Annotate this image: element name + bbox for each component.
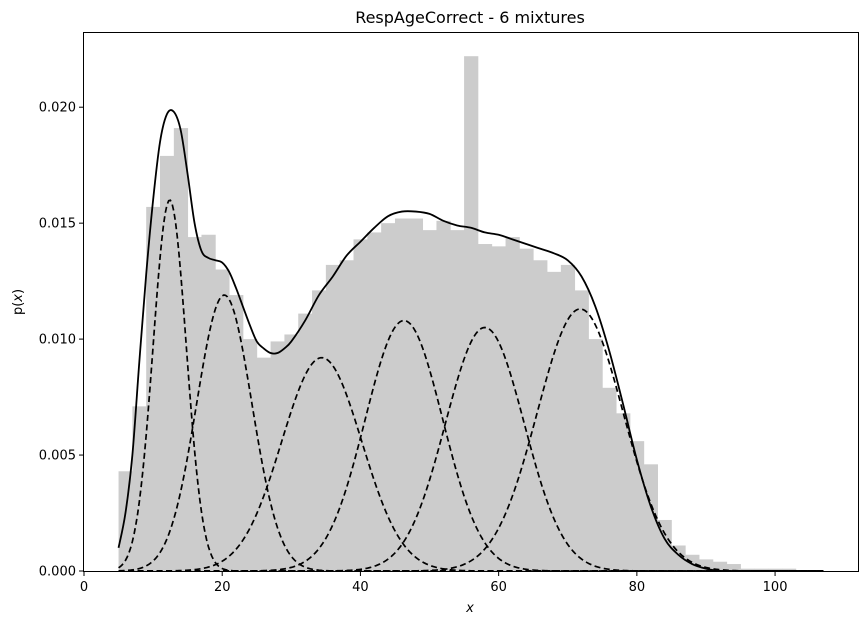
x-tick-label: 20 [214, 580, 231, 595]
x-tick-label: 0 [80, 580, 88, 595]
histogram-bar [229, 295, 244, 571]
histogram-bar [643, 464, 658, 571]
histogram-bar [146, 206, 161, 571]
histogram-bar [505, 237, 520, 571]
histogram-bar [616, 413, 631, 571]
histogram-bar [477, 244, 493, 571]
histogram-bar [491, 246, 506, 571]
histogram-bar [712, 561, 728, 571]
histogram-bar [699, 559, 714, 571]
y-axis-label: p(x) [11, 289, 26, 315]
histogram-bar [339, 260, 354, 571]
histogram-bar [367, 232, 382, 571]
histogram-bar [574, 290, 589, 571]
histogram-bar [726, 564, 741, 571]
x-tick-label: 60 [490, 580, 507, 595]
chart-title: RespAgeCorrect - 6 mixtures [355, 8, 585, 27]
histogram-bar [533, 260, 548, 571]
x-axis-ticks: 0 20 40 60 80 100 [80, 571, 788, 595]
y-tick-label: 0.005 [39, 449, 76, 464]
histogram-bar [685, 554, 700, 571]
histogram-bar [560, 264, 576, 571]
histogram-bar [519, 248, 534, 571]
y-axis-ticks: 0.000 0.005 0.010 0.015 0.020 [39, 101, 84, 580]
histogram-bar [173, 128, 189, 572]
histogram-bar [768, 568, 783, 571]
histogram-bar [284, 334, 299, 571]
histogram-bar [381, 223, 396, 572]
x-axis-label: x [465, 601, 474, 616]
plot-frame [83, 32, 859, 572]
y-tick-label: 0.015 [39, 217, 76, 232]
histogram-bar [132, 406, 147, 571]
histogram-bar [160, 155, 175, 572]
y-tick-label: 0.000 [39, 565, 76, 580]
histogram-bar [781, 568, 797, 571]
histogram-bar [464, 56, 479, 572]
x-tick-label: 80 [629, 580, 646, 595]
histogram-bar [298, 313, 313, 571]
histogram-bar [242, 339, 258, 571]
histogram-bar [312, 290, 327, 571]
histogram-bar [394, 218, 410, 571]
x-tick-label: 40 [352, 580, 369, 595]
histogram-bar [547, 271, 562, 571]
histogram-bar [118, 471, 133, 571]
histogram-bar [187, 237, 202, 571]
histogram-bar [270, 341, 285, 571]
histogram-bar [588, 339, 603, 571]
mixture-total-curve [117, 109, 824, 573]
histogram-bar [353, 239, 368, 571]
histogram-bar [325, 264, 341, 571]
histogram-bar [256, 357, 271, 571]
histogram-bar [436, 220, 451, 571]
histogram-bar [754, 568, 769, 571]
y-tick-label: 0.010 [39, 333, 76, 348]
x-tick-label: 100 [763, 580, 788, 595]
histogram-bar [602, 387, 617, 571]
histogram-bar [215, 269, 230, 571]
histogram-bar [450, 230, 465, 572]
histogram-bar [740, 568, 755, 571]
y-tick-label: 0.020 [39, 101, 76, 116]
histogram-bars [118, 56, 797, 572]
histogram-bar [422, 230, 437, 572]
histogram-bar [408, 218, 424, 571]
mixture-component-curve [118, 356, 824, 572]
